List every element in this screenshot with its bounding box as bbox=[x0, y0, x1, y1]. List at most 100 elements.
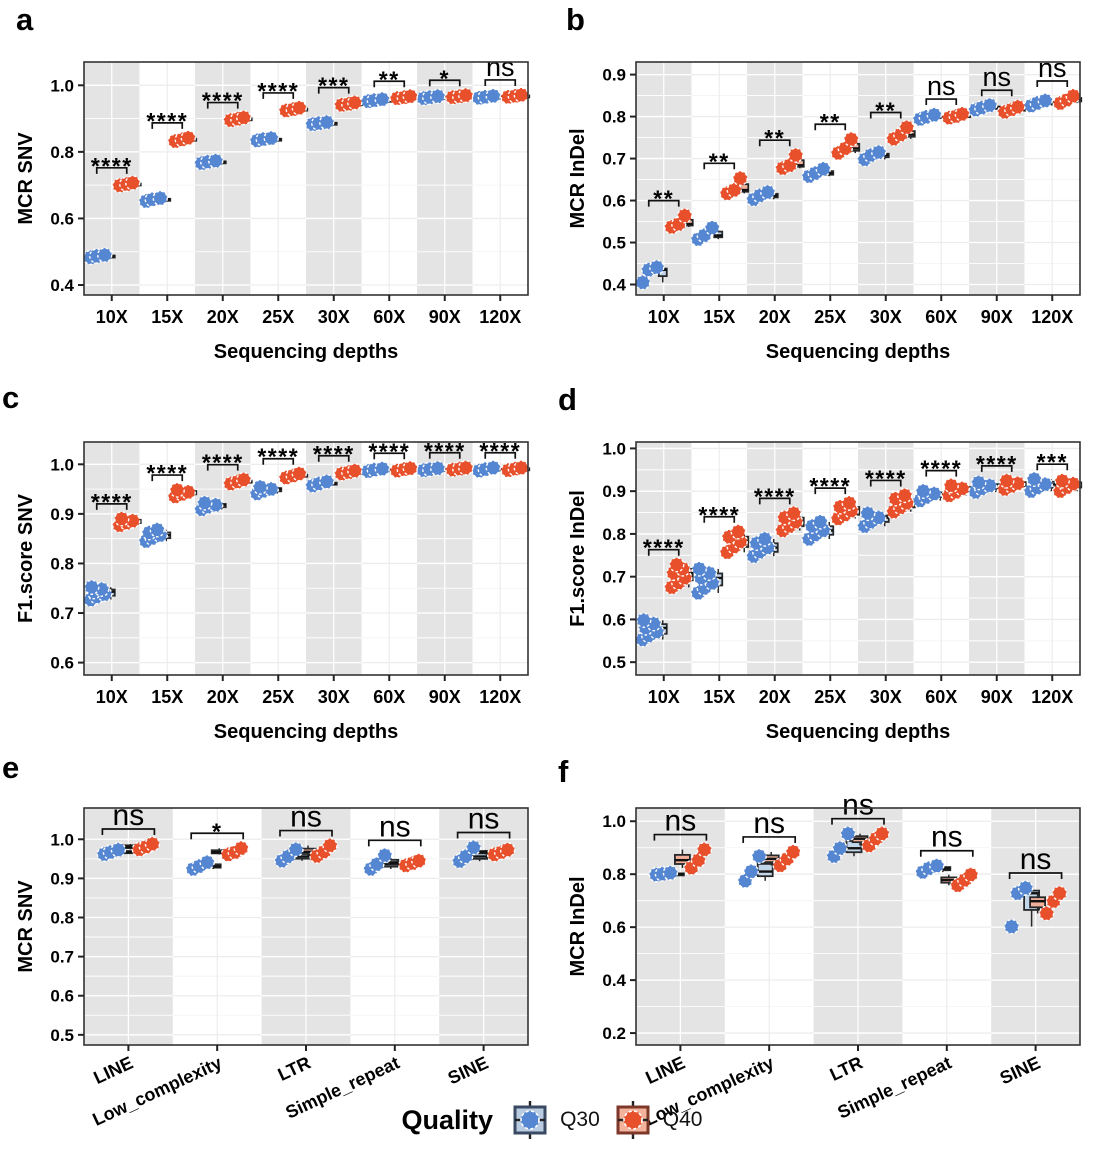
svg-text:60X: 60X bbox=[373, 687, 405, 707]
svg-text:0.7: 0.7 bbox=[50, 948, 74, 967]
svg-text:0.6: 0.6 bbox=[602, 192, 626, 211]
svg-text:0.4: 0.4 bbox=[602, 276, 626, 295]
svg-text:****: **** bbox=[920, 456, 962, 482]
svg-text:****: **** bbox=[809, 473, 851, 499]
svg-text:0.5: 0.5 bbox=[50, 1026, 74, 1045]
svg-text:LINE: LINE bbox=[642, 1052, 688, 1087]
svg-text:ns: ns bbox=[486, 52, 515, 82]
svg-text:0.9: 0.9 bbox=[602, 66, 626, 85]
svg-text:1.0: 1.0 bbox=[602, 812, 626, 831]
svg-text:90X: 90X bbox=[429, 307, 461, 327]
svg-text:10X: 10X bbox=[648, 687, 680, 707]
svg-text:0.7: 0.7 bbox=[602, 150, 626, 169]
panel-f-chart: ns ns ns ns ns 0.2 0.4 0.6 0.8 1.0 LINE Low_complex… bbox=[552, 760, 1104, 1154]
svg-text:30X: 30X bbox=[870, 307, 902, 327]
svg-text:****: **** bbox=[91, 153, 133, 179]
legend-item-q40: Q40 bbox=[613, 1100, 703, 1140]
svg-text:ns: ns bbox=[982, 62, 1011, 92]
svg-text:ns: ns bbox=[1038, 53, 1067, 83]
svg-text:0.9: 0.9 bbox=[50, 505, 74, 524]
panel-label-a: a bbox=[16, 2, 34, 37]
panel-c-chart: **** **** **** **** **** **** **** **** 0.6 0.7 0.… bbox=[0, 380, 552, 760]
svg-text:0.2: 0.2 bbox=[602, 1024, 626, 1043]
svg-text:30X: 30X bbox=[870, 687, 902, 707]
svg-text:0.8: 0.8 bbox=[602, 865, 626, 884]
svg-text:90X: 90X bbox=[981, 307, 1013, 327]
svg-text:SINE: SINE bbox=[997, 1052, 1044, 1088]
svg-text:ns: ns bbox=[113, 799, 145, 832]
svg-text:**: ** bbox=[709, 148, 730, 174]
svg-text:0.7: 0.7 bbox=[50, 604, 74, 623]
svg-text:F1.score SNV: F1.score SNV bbox=[15, 493, 37, 623]
svg-text:10X: 10X bbox=[96, 687, 128, 707]
svg-text:ns: ns bbox=[753, 807, 785, 840]
svg-text:20X: 20X bbox=[207, 307, 239, 327]
svg-text:LTR: LTR bbox=[275, 1052, 314, 1084]
panel-d-chart: **** **** **** **** **** **** **** *** 0.5 0.6 0.7… bbox=[552, 380, 1104, 760]
svg-text:**: ** bbox=[653, 186, 674, 212]
svg-text:**: ** bbox=[379, 66, 400, 92]
q30-boxplot-key-icon bbox=[513, 1101, 547, 1139]
svg-text:30X: 30X bbox=[318, 687, 350, 707]
svg-text:****: **** bbox=[202, 450, 244, 476]
svg-text:20X: 20X bbox=[207, 687, 239, 707]
svg-text:1.0: 1.0 bbox=[50, 830, 74, 849]
svg-text:15X: 15X bbox=[703, 687, 735, 707]
svg-text:120X: 120X bbox=[1031, 307, 1073, 327]
svg-text:****: **** bbox=[313, 441, 355, 467]
panel-label-c: c bbox=[2, 380, 20, 415]
svg-text:0.6: 0.6 bbox=[602, 918, 626, 937]
svg-text:****: **** bbox=[754, 483, 796, 509]
panel-label-f: f bbox=[558, 754, 569, 789]
panel-label-e: e bbox=[2, 750, 20, 785]
svg-text:0.8: 0.8 bbox=[50, 554, 74, 573]
svg-text:0.5: 0.5 bbox=[602, 653, 626, 672]
svg-text:0.8: 0.8 bbox=[50, 143, 74, 162]
svg-text:****: **** bbox=[698, 502, 740, 528]
svg-text:****: **** bbox=[91, 489, 133, 515]
svg-text:20X: 20X bbox=[759, 687, 791, 707]
svg-text:MCR InDel: MCR InDel bbox=[567, 877, 589, 977]
svg-text:F1.score InDel: F1.score InDel bbox=[567, 490, 589, 627]
svg-text:0.7: 0.7 bbox=[602, 568, 626, 587]
svg-text:****: **** bbox=[257, 78, 299, 104]
svg-text:120X: 120X bbox=[479, 687, 521, 707]
svg-text:0.5: 0.5 bbox=[602, 234, 626, 253]
legend-label-q30: Q30 bbox=[560, 1108, 600, 1131]
svg-text:****: **** bbox=[643, 535, 685, 561]
svg-text:**: ** bbox=[875, 97, 896, 123]
svg-text:*: * bbox=[440, 65, 450, 91]
svg-text:25X: 25X bbox=[262, 307, 294, 327]
svg-text:Sequencing depths: Sequencing depths bbox=[766, 341, 950, 363]
svg-text:25X: 25X bbox=[814, 307, 846, 327]
svg-text:ns: ns bbox=[379, 810, 411, 843]
svg-text:ns: ns bbox=[665, 805, 697, 838]
svg-text:0.4: 0.4 bbox=[50, 276, 74, 295]
panel-label-d: d bbox=[558, 382, 577, 417]
panel-e-chart: ns * ns ns ns 0.5 0.6 0.7 0.8 0.9 1.0 LINE Low_compl… bbox=[0, 760, 552, 1154]
svg-text:****: **** bbox=[257, 444, 299, 470]
svg-text:0.6: 0.6 bbox=[50, 209, 74, 228]
svg-text:60X: 60X bbox=[925, 307, 957, 327]
svg-text:30X: 30X bbox=[318, 307, 350, 327]
svg-text:***: *** bbox=[318, 73, 349, 99]
svg-text:Sequencing depths: Sequencing depths bbox=[214, 341, 398, 363]
svg-text:MCR SNV: MCR SNV bbox=[15, 880, 37, 973]
svg-text:60X: 60X bbox=[925, 687, 957, 707]
svg-text:****: **** bbox=[202, 88, 244, 114]
svg-text:ns: ns bbox=[290, 801, 322, 834]
svg-text:0.9: 0.9 bbox=[602, 482, 626, 501]
svg-text:*: * bbox=[212, 818, 222, 844]
svg-text:ns: ns bbox=[842, 789, 874, 822]
svg-text:0.6: 0.6 bbox=[50, 987, 74, 1006]
svg-text:20X: 20X bbox=[759, 307, 791, 327]
svg-text:10X: 10X bbox=[96, 307, 128, 327]
svg-text:ns: ns bbox=[931, 821, 963, 854]
svg-text:**: ** bbox=[820, 109, 841, 135]
svg-text:****: **** bbox=[146, 108, 188, 134]
legend-label-q40: Q40 bbox=[662, 1108, 703, 1131]
svg-text:0.8: 0.8 bbox=[602, 108, 626, 127]
svg-text:1.0: 1.0 bbox=[50, 76, 74, 95]
svg-text:MCR SNV: MCR SNV bbox=[15, 132, 37, 225]
